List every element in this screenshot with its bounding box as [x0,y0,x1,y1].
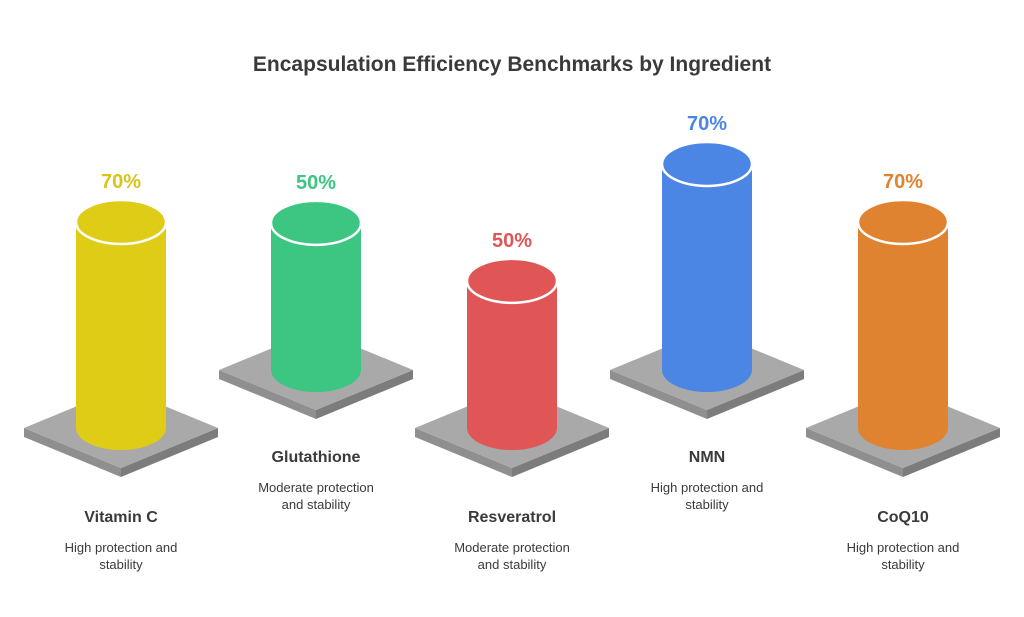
description-vitamin-c-line-2: stability [99,557,143,572]
platform-left-side [610,370,707,419]
platform-left-side [415,428,512,477]
description-coq10-line-1: High protection and [847,540,960,555]
platform-right-side [121,428,218,477]
platform-right-side [903,428,1000,477]
description-glutathione-line-1: Moderate protection [258,480,374,495]
bar-group-glutathione: 50% Glutathione Moderate protection and sta… [219,172,413,512]
category-label-glutathione: Glutathione [272,449,361,466]
category-label-resveratrol: Resveratrol [468,509,556,526]
description-nmn-line-1: High protection and [651,480,764,495]
bar-group-resveratrol: 50% Resveratrol Moderate protection and sta… [415,230,609,572]
bar-glutathione [271,222,361,392]
bar-top-glutathione [269,199,363,247]
platform-right-side [512,428,609,477]
bar-vitamin-c [76,222,166,450]
bars-group: 70% Vitamin C High protection and stability… [24,113,1000,572]
description-resveratrol-line-2: and stability [478,557,547,572]
bar-resveratrol [467,280,557,450]
description-coq10-line-2: stability [881,557,925,572]
bar-group-nmn: 70% NMN High protection and stability [610,113,804,512]
bar-coq10 [858,222,948,450]
value-label-coq10: 70% [883,171,923,193]
bar-top-vitamin-c [74,198,168,246]
category-label-nmn: NMN [689,449,725,466]
category-label-vitamin-c: Vitamin C [84,509,158,526]
description-nmn-line-2: stability [685,497,729,512]
platform-right-side [316,370,413,419]
category-label-coq10: CoQ10 [877,509,929,526]
description-resveratrol-line-1: Moderate protection [454,540,570,555]
bar-top-resveratrol [465,257,559,305]
value-label-resveratrol: 50% [492,230,532,252]
platform-left-side [219,370,316,419]
value-label-glutathione: 50% [296,172,336,194]
description-vitamin-c-line-1: High protection and [65,540,178,555]
bar-top-coq10 [856,198,950,246]
chart-title: Encapsulation Efficiency Benchmarks by I… [253,53,771,76]
description-glutathione-line-2: and stability [282,497,351,512]
bar-nmn [662,164,752,392]
bar-group-vitamin-c: 70% Vitamin C High protection and stability [24,171,218,572]
bar-top-nmn [660,140,754,188]
value-label-nmn: 70% [687,113,727,135]
value-label-vitamin-c: 70% [101,171,141,193]
platform-left-side [24,428,121,477]
bar-group-coq10: 70% CoQ10 High protection and stability [806,171,1000,572]
platform-right-side [707,370,804,419]
platform-left-side [806,428,903,477]
